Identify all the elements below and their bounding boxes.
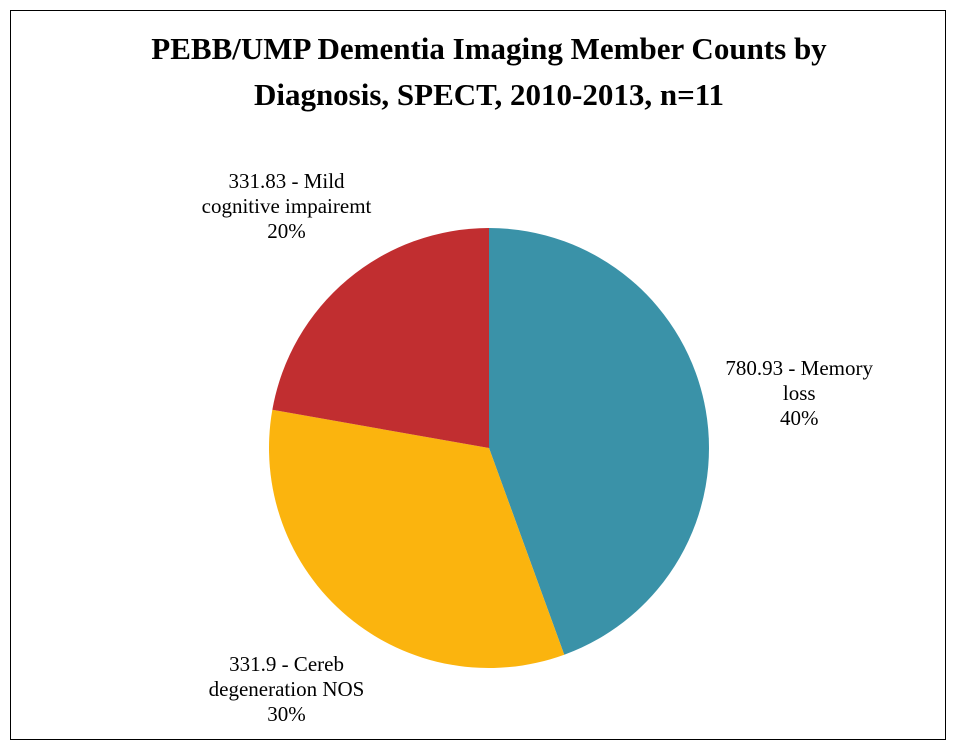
category-label: 780.93 - Memory loss [725, 355, 873, 405]
category-label: 331.83 - Mild cognitive impairemt [201, 169, 372, 219]
category-label: 331.9 - Cereb degeneration NOS [208, 651, 365, 701]
data-label: 780.93 - Memory loss 40% [714, 356, 884, 431]
data-label: 331.9 - Cereb degeneration NOS 30% [202, 652, 372, 727]
value-label: 40% [779, 405, 819, 430]
pie-slice [269, 409, 565, 668]
value-label: 20% [267, 219, 306, 244]
pie-slice [272, 228, 489, 448]
data-label: 331.83 - Mild cognitive impairemt 20% [202, 169, 372, 244]
pie-slice [489, 228, 709, 655]
chart-title: PEBB/UMP Dementia Imaging Member Counts … [151, 31, 827, 112]
value-label: 30% [267, 701, 306, 726]
